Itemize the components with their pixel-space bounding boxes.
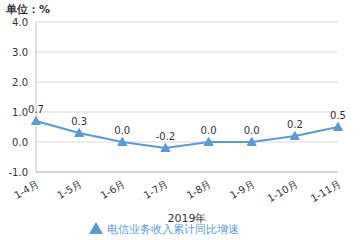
svg-text:0.3: 0.3 — [71, 116, 87, 127]
svg-text:-1.0: -1.0 — [8, 167, 28, 178]
svg-text:1-6月: 1-6月 — [99, 178, 127, 201]
svg-text:1-5月: 1-5月 — [55, 178, 83, 201]
svg-text:1-9月: 1-9月 — [228, 178, 256, 201]
svg-text:1-10月: 1-10月 — [266, 178, 300, 204]
svg-text:1-4月: 1-4月 — [12, 178, 40, 201]
svg-text:0.5: 0.5 — [330, 110, 346, 121]
svg-text:-0.2: -0.2 — [156, 131, 176, 142]
svg-text:1.0: 1.0 — [12, 107, 28, 118]
html-text:单位：%: 单位：% — [6, 3, 50, 16]
svg-text:1-7月: 1-7月 — [142, 178, 170, 201]
svg-text:4.0: 4.0 — [12, 17, 28, 28]
svg-text:0.2: 0.2 — [287, 119, 303, 130]
svg-text:0.7: 0.7 — [28, 104, 44, 115]
svg-text:1-8月: 1-8月 — [185, 178, 213, 201]
html-text:电信业务收入累计同比增速: 电信业务收入累计同比增速 — [107, 223, 239, 236]
svg-text:2.0: 2.0 — [12, 77, 28, 88]
svg-text:3.0: 3.0 — [12, 47, 28, 58]
svg-text:2019年: 2019年 — [168, 212, 207, 225]
svg-text:0.0: 0.0 — [114, 125, 130, 136]
svg-text:0.0: 0.0 — [12, 137, 28, 148]
svg-text:1-11月: 1-11月 — [309, 178, 343, 204]
svg-text:0.0: 0.0 — [244, 125, 260, 136]
svg-text:0.0: 0.0 — [201, 125, 217, 136]
